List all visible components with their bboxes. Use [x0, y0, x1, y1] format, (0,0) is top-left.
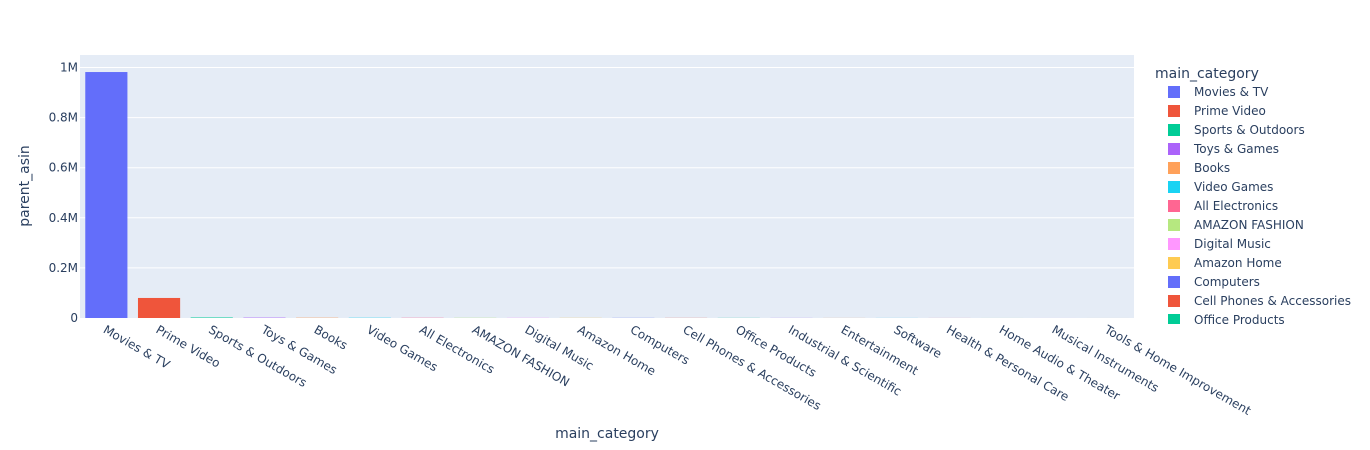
x-axis-title: main_category [555, 426, 659, 442]
legend-item[interactable]: Computers [1168, 275, 1260, 289]
y-tick-label: 0.6M [49, 161, 78, 175]
legend-item[interactable]: Video Games [1168, 180, 1273, 194]
legend-swatch [1168, 181, 1180, 193]
legend-label: Digital Music [1194, 237, 1271, 251]
legend-item[interactable]: Movies & TV [1168, 85, 1269, 99]
legend-label: Sports & Outdoors [1194, 123, 1305, 137]
legend-swatch [1168, 276, 1180, 288]
legend-item[interactable]: Toys & Games [1168, 142, 1279, 156]
legend-label: All Electronics [1194, 199, 1278, 213]
legend-label: Movies & TV [1194, 85, 1269, 99]
legend-scroll-area[interactable]: Movies & TV Prime Video Sports & Outdoors T… [1168, 85, 1351, 327]
legend-swatch [1168, 238, 1180, 250]
bars [85, 72, 1129, 318]
bar[interactable] [85, 72, 128, 318]
legend-item[interactable]: All Electronics [1168, 199, 1278, 213]
legend-item[interactable]: Amazon Home [1168, 256, 1282, 270]
y-axis-title: parent_asin [17, 145, 33, 227]
legend-items: Movies & TV Prime Video Sports & Outdoors T… [1168, 85, 1351, 327]
legend[interactable]: main_category Movies & TV Prime Video Spor… [1155, 66, 1351, 327]
y-tick-label: 1M [60, 61, 78, 75]
legend-swatch [1168, 86, 1180, 98]
gridlines [80, 67, 1134, 269]
legend-swatch [1168, 143, 1180, 155]
y-axis-ticks: 0 0.2M 0.4M 0.6M 0.8M 1M [49, 61, 78, 325]
legend-item[interactable]: Prime Video [1168, 104, 1266, 118]
legend-label: Video Games [1194, 180, 1273, 194]
x-tick-label: AMAZON FASHION [470, 322, 572, 389]
y-tick-label: 0 [70, 311, 78, 325]
plot-background [80, 55, 1134, 318]
legend-swatch [1168, 105, 1180, 117]
legend-label: Amazon Home [1194, 256, 1282, 270]
bar[interactable] [137, 297, 181, 318]
y-tick-label: 0.4M [49, 211, 78, 225]
legend-label: Computers [1194, 275, 1260, 289]
bar[interactable] [190, 317, 233, 318]
legend-item[interactable]: AMAZON FASHION [1168, 218, 1304, 232]
y-tick-label: 0.8M [49, 111, 78, 125]
legend-label: Office Products [1194, 313, 1285, 327]
legend-item[interactable]: Books [1168, 161, 1230, 175]
legend-label: Books [1194, 161, 1230, 175]
legend-swatch [1168, 295, 1180, 307]
legend-title: main_category [1155, 66, 1259, 82]
legend-swatch [1168, 219, 1180, 231]
legend-swatch [1168, 162, 1180, 174]
legend-item[interactable]: Sports & Outdoors [1168, 123, 1305, 137]
legend-swatch [1168, 257, 1180, 269]
legend-swatch [1168, 314, 1180, 324]
x-tick-label: Books [312, 322, 350, 352]
legend-label: Prime Video [1194, 104, 1266, 118]
legend-label: AMAZON FASHION [1194, 218, 1304, 232]
legend-item[interactable]: Office Products [1168, 313, 1285, 327]
legend-item[interactable]: Digital Music [1168, 237, 1271, 251]
legend-swatch [1168, 200, 1180, 212]
legend-swatch [1168, 124, 1180, 136]
legend-label: Toys & Games [1193, 142, 1279, 156]
legend-label: Cell Phones & Accessories [1194, 294, 1351, 308]
x-tick-label: Sports & Outdoors [206, 322, 309, 389]
legend-item[interactable]: Cell Phones & Accessories [1168, 294, 1351, 308]
y-tick-label: 0.2M [49, 261, 78, 275]
